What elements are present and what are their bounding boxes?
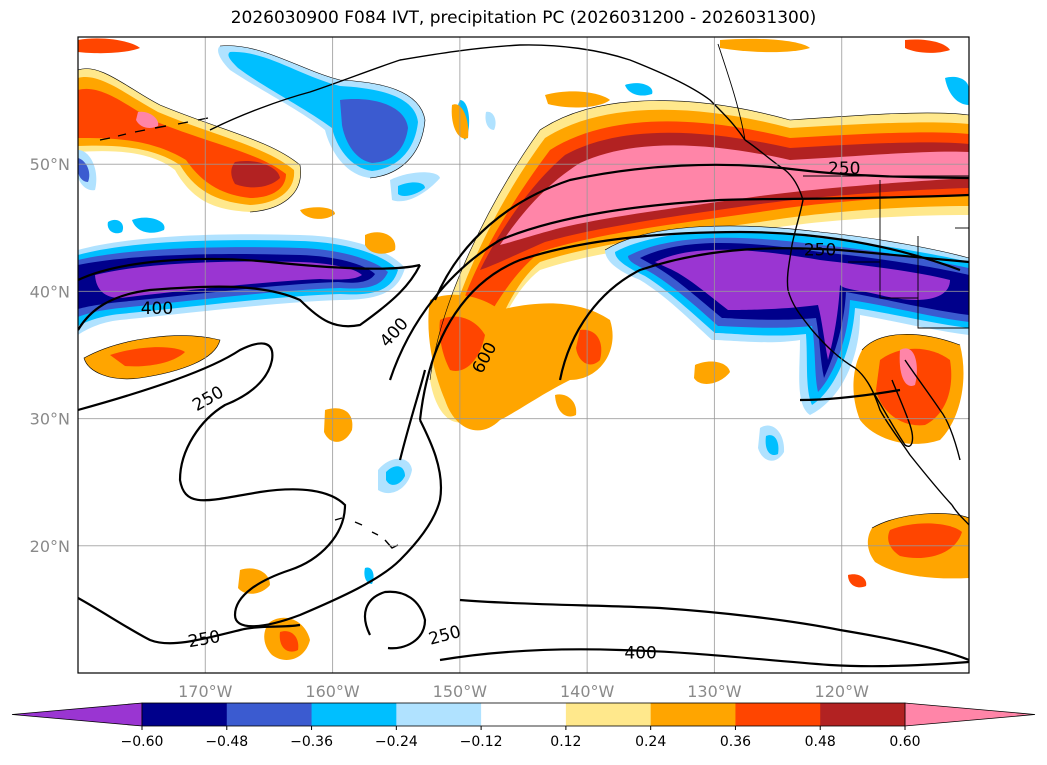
colorbar-tick-label: −0.60: [121, 734, 164, 750]
baja-peninsula: [874, 379, 914, 447]
minor-negative-patches: [78, 76, 969, 584]
colorbar-tick-label: 0.12: [550, 734, 581, 750]
colorbar-segment-9: [820, 703, 906, 726]
colorbar-segment-2: [226, 703, 313, 726]
precipitation-field: [78, 38, 969, 660]
colorbar-segment-6: [565, 703, 652, 726]
x-tick-label: 120°W: [815, 682, 870, 701]
y-tick-label: 30°N: [30, 410, 70, 429]
y-tick-label: 20°N: [30, 537, 70, 556]
x-tick-label: 170°W: [178, 682, 233, 701]
colorbar-frame: [141, 702, 906, 727]
colorbar-segment-8: [735, 703, 821, 726]
contour-label-text: 400: [624, 644, 656, 664]
colorbar-tick-label: −0.48: [205, 734, 248, 750]
y-tick-label: 50°N: [30, 155, 70, 174]
ivt-contour-400-west: [78, 264, 421, 331]
colorbar-tick-label: −0.24: [375, 734, 418, 750]
ivt-contour-250-southeast: [459, 598, 969, 662]
y-tick-label: 40°N: [30, 282, 70, 301]
contour-label-text: 400: [141, 299, 173, 319]
colorbar-segment-7: [650, 703, 736, 726]
colorbar-tick-label: −0.36: [290, 734, 333, 750]
alaska-coastline: [209, 44, 746, 141]
ivt-contour-250-loop: [363, 590, 427, 650]
us-west-coastline: [786, 199, 953, 506]
bc-coastline: [744, 139, 804, 201]
streamer-positive: [428, 294, 613, 431]
ivt-contour-600-tail: [398, 369, 427, 461]
x-tick-label: 150°W: [433, 682, 488, 701]
map-frame: [77, 36, 970, 674]
contour-label-2: 400: [141, 299, 173, 319]
colorbar-tick-label: 0.24: [635, 734, 666, 750]
ivt-contour-400-lower: [78, 257, 421, 281]
ivt-contour-600: [418, 230, 961, 421]
contour-label-1: 250: [804, 240, 836, 260]
colorbar-extend-low: [11, 702, 143, 727]
gulf-of-alaska-negative-anomaly: [218, 45, 470, 178]
x-tick-label: 160°W: [305, 682, 360, 701]
aleutian-islands: [99, 117, 209, 141]
mexico-coastline: [951, 504, 969, 526]
ivt-contour-250-north: [433, 163, 969, 301]
axis-labels: 170°W 160°W 150°W 140°W 130°W 120°W 20°N 30°N 40…: [30, 155, 869, 701]
colorbar-segment-5: [481, 703, 567, 726]
colorbar-tick-label: 0.60: [889, 734, 920, 750]
colorbar-segment-3: [311, 703, 397, 726]
coastlines: [99, 44, 969, 549]
hawaii-islands: [334, 517, 399, 549]
ivt-contours: [78, 163, 969, 668]
x-tick-label: 140°W: [560, 682, 615, 701]
colorbar-segment-1: [142, 703, 228, 726]
contour-label-0: 250: [828, 159, 860, 179]
colorbar-tick-label: 0.48: [805, 734, 836, 750]
political-borders: [717, 43, 969, 329]
ivt-contour-250-south: [558, 247, 969, 381]
ivt-contour-outer-east: [799, 388, 901, 402]
contour-label-text: 250: [828, 159, 860, 179]
colorbar: −0.60 −0.48 −0.36 −0.24 −0.12 0.12 0.24 0.36 0.4…: [11, 702, 1036, 750]
ivt-contour-250-west: [78, 342, 443, 628]
precip-patch-outlines: [78, 45, 969, 529]
chart-title: 2026030900 F084 IVT, precipitation PC (2…: [230, 8, 817, 28]
ivt-contour-400-inner: [388, 193, 969, 381]
california-negative-anomaly: [605, 225, 969, 415]
aleutian-positive-anomaly: [78, 68, 301, 212]
contour-label-8: 400: [624, 644, 656, 664]
colorbar-tick-label: 0.36: [720, 734, 751, 750]
x-tick-label: 130°W: [687, 682, 742, 701]
contour-label-text: 250: [804, 240, 836, 260]
ivt-contour-250-southwest: [78, 597, 301, 645]
gulf-of-california: [904, 359, 961, 461]
colorbar-tick-label: −0.12: [460, 734, 503, 750]
ivt-contour-400-south: [439, 648, 969, 668]
gridlines: [78, 37, 969, 673]
colorbar-extend-high: [904, 702, 1036, 727]
colorbar-segment-4: [396, 703, 482, 726]
